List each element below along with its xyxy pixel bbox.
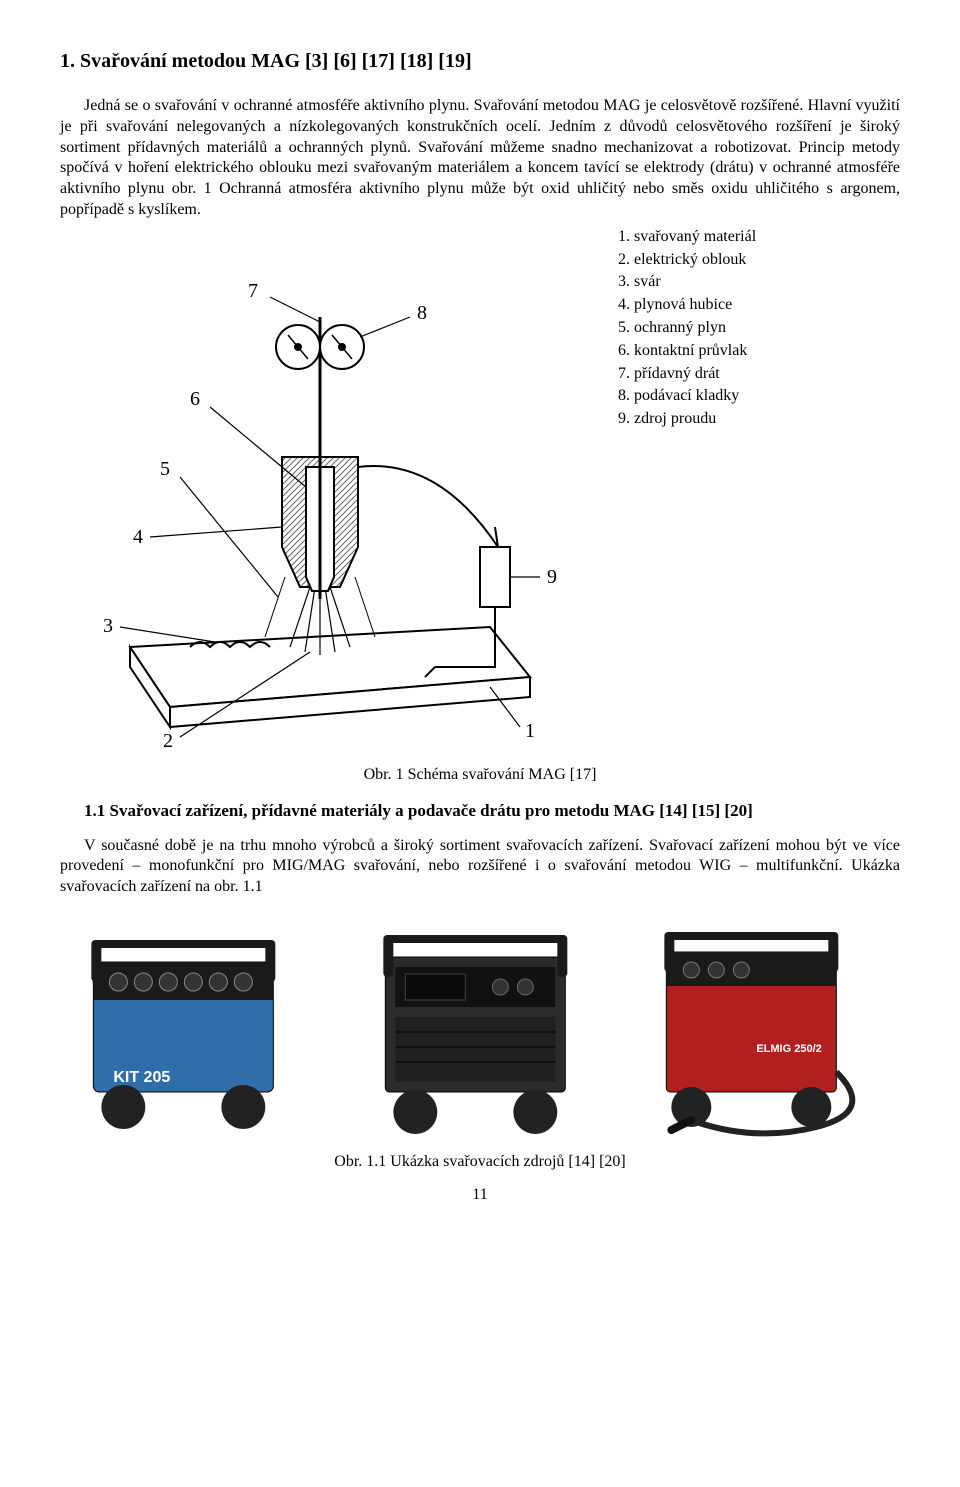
legend-item: ochranný plyn: [634, 318, 900, 339]
svg-text:9: 9: [547, 566, 557, 588]
figure-1-legend: svařovaný materiál elektrický oblouk svá…: [580, 227, 900, 432]
svg-text:5: 5: [160, 458, 170, 480]
svg-text:6: 6: [190, 388, 200, 410]
welding-machine-image: KIT 205: [60, 922, 327, 1142]
legend-item: kontaktní průvlak: [634, 341, 900, 362]
svg-text:4: 4: [133, 526, 143, 548]
legend-item: zdroj proudu: [634, 409, 900, 430]
svg-text:8: 8: [417, 302, 427, 324]
page-heading: 1. Svařování metodou MAG [3] [6] [17] [1…: [60, 48, 900, 74]
legend-item: plynová hubice: [634, 295, 900, 316]
welding-machines-row: KIT 205: [60, 922, 900, 1142]
section-1-1-heading: 1.1 Svařovací zařízení, přídavné materiá…: [106, 800, 900, 822]
legend-item: svařovaný materiál: [634, 227, 900, 248]
svg-text:1: 1: [525, 720, 535, 742]
welding-machine-image: ELMIG 250/2: [633, 922, 900, 1142]
svg-text:ELMIG 250/2: ELMIG 250/2: [757, 1043, 822, 1055]
figure-1-caption: Obr. 1 Schéma svařování MAG [17]: [60, 765, 900, 786]
legend-item: elektrický oblouk: [634, 250, 900, 271]
figure-1-1-caption: Obr. 1.1 Ukázka svařovacích zdrojů [14] …: [60, 1152, 900, 1173]
legend-item: přídavný drát: [634, 364, 900, 385]
svg-text:KIT 205: KIT 205: [113, 1069, 170, 1086]
section-1-1-paragraph: V současné době je na trhu mnoho výrobců…: [60, 836, 900, 898]
welding-machine-image: [347, 922, 614, 1142]
legend-item: svár: [634, 272, 900, 293]
mag-schematic-diagram: 1 2 3 4 5 6 7 8: [60, 227, 580, 747]
page-number: 11: [60, 1185, 900, 1206]
intro-paragraph: Jedná se o svařování v ochranné atmosféř…: [60, 96, 900, 221]
legend-item: podávací kladky: [634, 386, 900, 407]
svg-text:2: 2: [163, 730, 173, 747]
mag-schematic-svg: 1 2 3 4 5 6 7 8: [60, 227, 580, 747]
svg-text:7: 7: [248, 280, 258, 302]
figure-1-row: 1 2 3 4 5 6 7 8: [60, 227, 900, 747]
svg-text:3: 3: [103, 615, 113, 637]
